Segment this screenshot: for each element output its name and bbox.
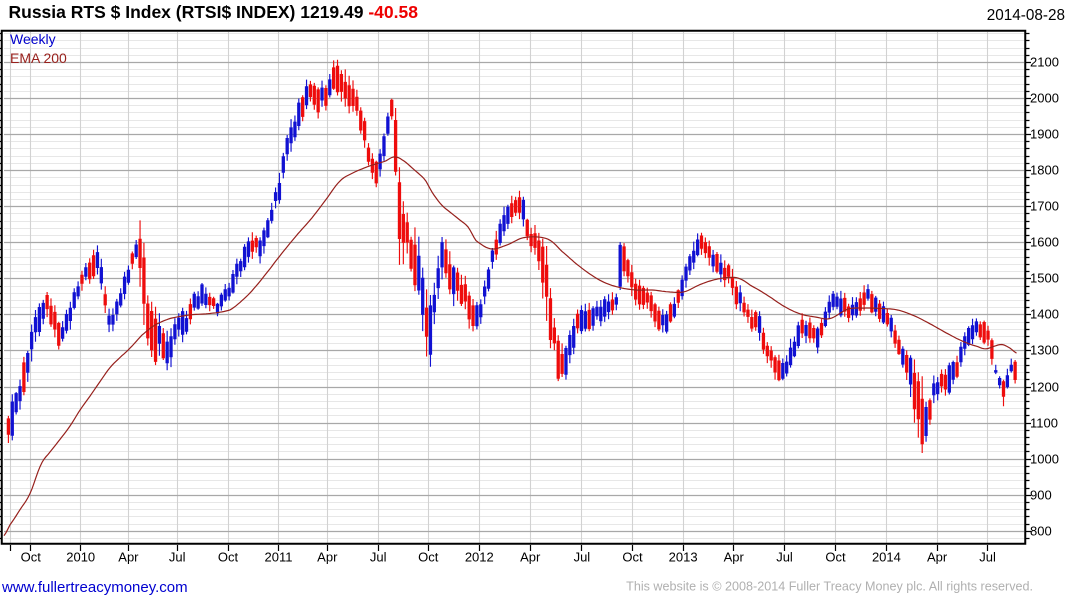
svg-text:Oct: Oct — [418, 550, 439, 565]
svg-text:Oct: Oct — [825, 550, 846, 565]
svg-text:Russia RTS $ Index (RTSI$ INDE: Russia RTS $ Index (RTSI$ INDEX) 1219.49… — [9, 2, 419, 22]
svg-text:1200: 1200 — [1030, 380, 1059, 395]
svg-text:Apr: Apr — [520, 550, 541, 565]
svg-text:This website is © 2008-2014 Fu: This website is © 2008-2014 Fuller Treac… — [626, 580, 1033, 594]
svg-text:Oct: Oct — [21, 550, 42, 565]
svg-text:800: 800 — [1030, 524, 1052, 539]
svg-text:Apr: Apr — [317, 550, 338, 565]
svg-text:1900: 1900 — [1030, 127, 1059, 142]
svg-text:2014-08-28: 2014-08-28 — [987, 7, 1065, 24]
svg-text:EMA 200: EMA 200 — [10, 50, 67, 66]
svg-text:2014: 2014 — [872, 550, 901, 565]
svg-text:1300: 1300 — [1030, 343, 1059, 358]
svg-text:2100: 2100 — [1030, 55, 1059, 70]
svg-text:2012: 2012 — [465, 550, 494, 565]
svg-text:www.fullertreacymoney.com: www.fullertreacymoney.com — [1, 579, 188, 596]
svg-text:1500: 1500 — [1030, 271, 1059, 286]
svg-text:Jul: Jul — [370, 550, 387, 565]
svg-text:2000: 2000 — [1030, 91, 1059, 106]
svg-text:Oct: Oct — [218, 550, 239, 565]
svg-text:Jul: Jul — [776, 550, 793, 565]
svg-text:Apr: Apr — [724, 550, 745, 565]
svg-text:2013: 2013 — [669, 550, 698, 565]
svg-text:Weekly: Weekly — [10, 31, 56, 47]
svg-text:1000: 1000 — [1030, 452, 1059, 467]
svg-text:Oct: Oct — [622, 550, 643, 565]
svg-text:1800: 1800 — [1030, 163, 1059, 178]
svg-text:1400: 1400 — [1030, 307, 1059, 322]
svg-text:Apr: Apr — [118, 550, 139, 565]
svg-text:Apr: Apr — [927, 550, 948, 565]
svg-text:Jul: Jul — [169, 550, 186, 565]
svg-text:Jul: Jul — [979, 550, 996, 565]
svg-text:1100: 1100 — [1030, 416, 1058, 431]
svg-text:Jul: Jul — [574, 550, 591, 565]
svg-text:2011: 2011 — [265, 550, 293, 565]
svg-text:900: 900 — [1030, 488, 1052, 503]
svg-text:1700: 1700 — [1030, 199, 1059, 214]
svg-text:2010: 2010 — [66, 550, 95, 565]
svg-text:1600: 1600 — [1030, 235, 1059, 250]
